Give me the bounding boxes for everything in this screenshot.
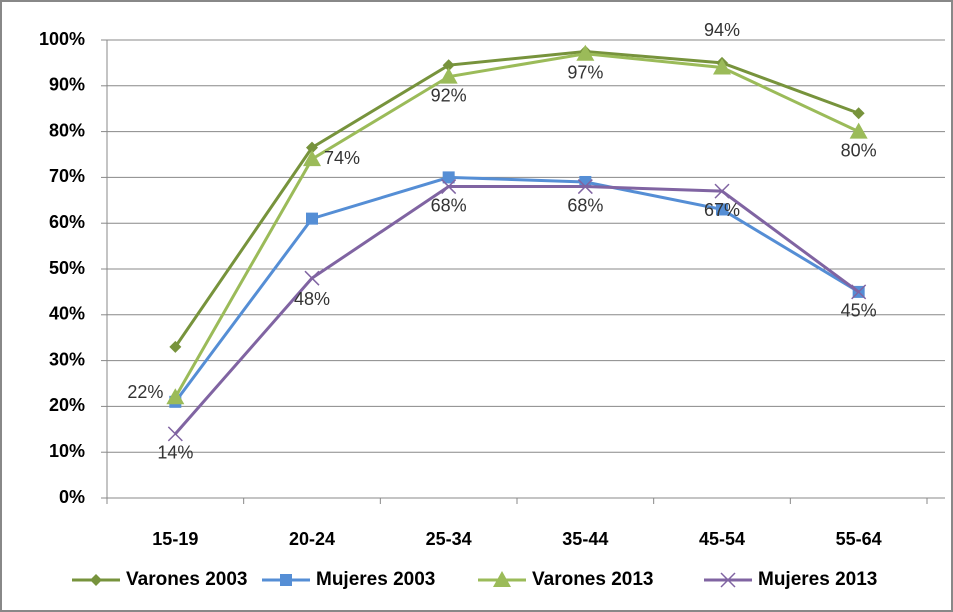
y-tick-label: 90% xyxy=(49,75,85,95)
marker xyxy=(303,150,321,167)
marker xyxy=(169,340,182,353)
legend-label: Varones 2013 xyxy=(532,569,653,590)
y-tick-label: 50% xyxy=(49,258,85,278)
data-label: 94% xyxy=(704,20,740,40)
y-tick-label: 20% xyxy=(49,395,85,415)
legend-label: Mujeres 2003 xyxy=(316,569,435,590)
marker xyxy=(439,67,458,84)
y-tick-label: 100% xyxy=(39,29,85,49)
marker xyxy=(851,284,867,300)
y-tick-label: 60% xyxy=(49,212,85,232)
data-label: 74% xyxy=(324,148,360,168)
marker xyxy=(441,179,457,195)
data-label: 14% xyxy=(157,443,193,463)
data-label: 68% xyxy=(431,195,467,215)
marker xyxy=(306,141,318,154)
marker xyxy=(720,572,736,588)
y-tick-label: 70% xyxy=(49,166,85,186)
series-line xyxy=(174,185,860,435)
marker xyxy=(90,574,102,586)
data-label: 92% xyxy=(431,85,467,105)
marker xyxy=(442,59,455,72)
y-tick-label: 10% xyxy=(49,441,85,461)
marker xyxy=(852,107,865,120)
x-tick-label: 55-64 xyxy=(836,529,882,549)
x-tick-label: 15-19 xyxy=(152,529,198,549)
series: 14% 48% 68% 68% 67% 45% xyxy=(157,179,877,463)
y-tick-label: 0% xyxy=(59,487,85,507)
marker xyxy=(716,203,728,216)
data-label: 68% xyxy=(567,195,603,215)
legend-item: Varones 2003 xyxy=(72,569,247,590)
legend-label: Mujeres 2013 xyxy=(758,569,877,590)
legend-item: Mujeres 2003 xyxy=(262,569,435,590)
data-label: 48% xyxy=(294,289,330,309)
data-label: 67% xyxy=(704,200,740,220)
marker xyxy=(713,58,731,75)
y-tick-label: 80% xyxy=(49,120,85,140)
series: 22% 74% 92% 97% 94% 80% xyxy=(127,20,877,405)
series-line xyxy=(174,52,860,398)
marker xyxy=(166,388,185,405)
data-label: 45% xyxy=(841,301,877,321)
x-tick-label: 20-24 xyxy=(289,529,335,549)
marker xyxy=(714,183,730,199)
marker xyxy=(306,212,318,225)
y-tick-label: 30% xyxy=(49,349,85,369)
marker xyxy=(493,571,511,587)
marker xyxy=(849,122,868,139)
y-tick-label: 40% xyxy=(49,304,85,324)
marker xyxy=(280,574,292,586)
marker xyxy=(167,426,183,442)
marker xyxy=(304,270,320,286)
legend-label: Varones 2003 xyxy=(126,569,247,590)
marker xyxy=(577,179,593,195)
legend-item: Varones 2013 xyxy=(478,569,653,590)
marker xyxy=(576,44,595,61)
marker xyxy=(579,175,592,188)
x-tick-label: 25-34 xyxy=(426,529,472,549)
series-line xyxy=(174,175,860,403)
data-label: 80% xyxy=(841,140,877,160)
series-line xyxy=(174,49,860,348)
data-label: 97% xyxy=(567,62,603,82)
data-label: 22% xyxy=(127,382,163,402)
legend-item: Mujeres 2013 xyxy=(704,569,877,590)
x-tick-label: 45-54 xyxy=(699,529,745,549)
marker xyxy=(442,171,455,184)
x-tick-label: 35-44 xyxy=(562,529,608,549)
